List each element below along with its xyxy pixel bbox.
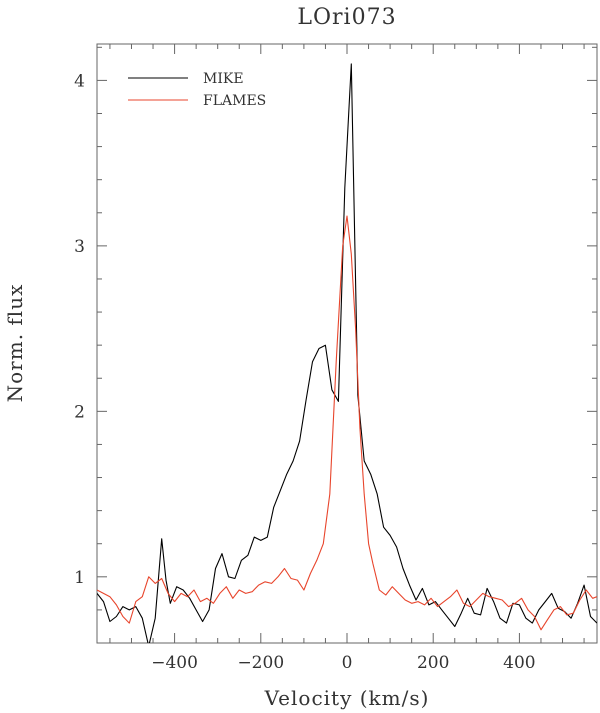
x-axis-label: Velocity (km/s) [264,686,430,710]
x-tick-label: 0 [342,653,353,673]
legend: MIKE FLAMES [128,71,266,109]
series-line-mike [97,63,597,643]
legend-label-mike: MIKE [203,71,244,87]
y-tick-label: 4 [74,71,85,91]
y-axis-tick-labels: 1 2 3 4 [74,71,85,587]
y-axis-label: Norm. flux [3,284,27,403]
x-tick-label: −200 [237,653,284,673]
series-layer [97,63,597,643]
chart-title: LOri073 [297,5,396,30]
x-tick-label: 400 [503,653,535,673]
y-tick-label: 1 [74,568,85,588]
plot-area [96,43,598,644]
x-tick-label: 200 [417,653,449,673]
y-tick-label: 2 [74,402,85,422]
legend-label-flames: FLAMES [203,93,266,109]
axis-ticks [97,44,597,644]
x-tick-label: −400 [151,653,198,673]
x-axis-tick-labels: −400 −200 0 200 400 [151,653,535,673]
y-tick-label: 3 [74,237,85,257]
plot-frame [96,43,598,644]
series-line-flames [97,215,597,631]
